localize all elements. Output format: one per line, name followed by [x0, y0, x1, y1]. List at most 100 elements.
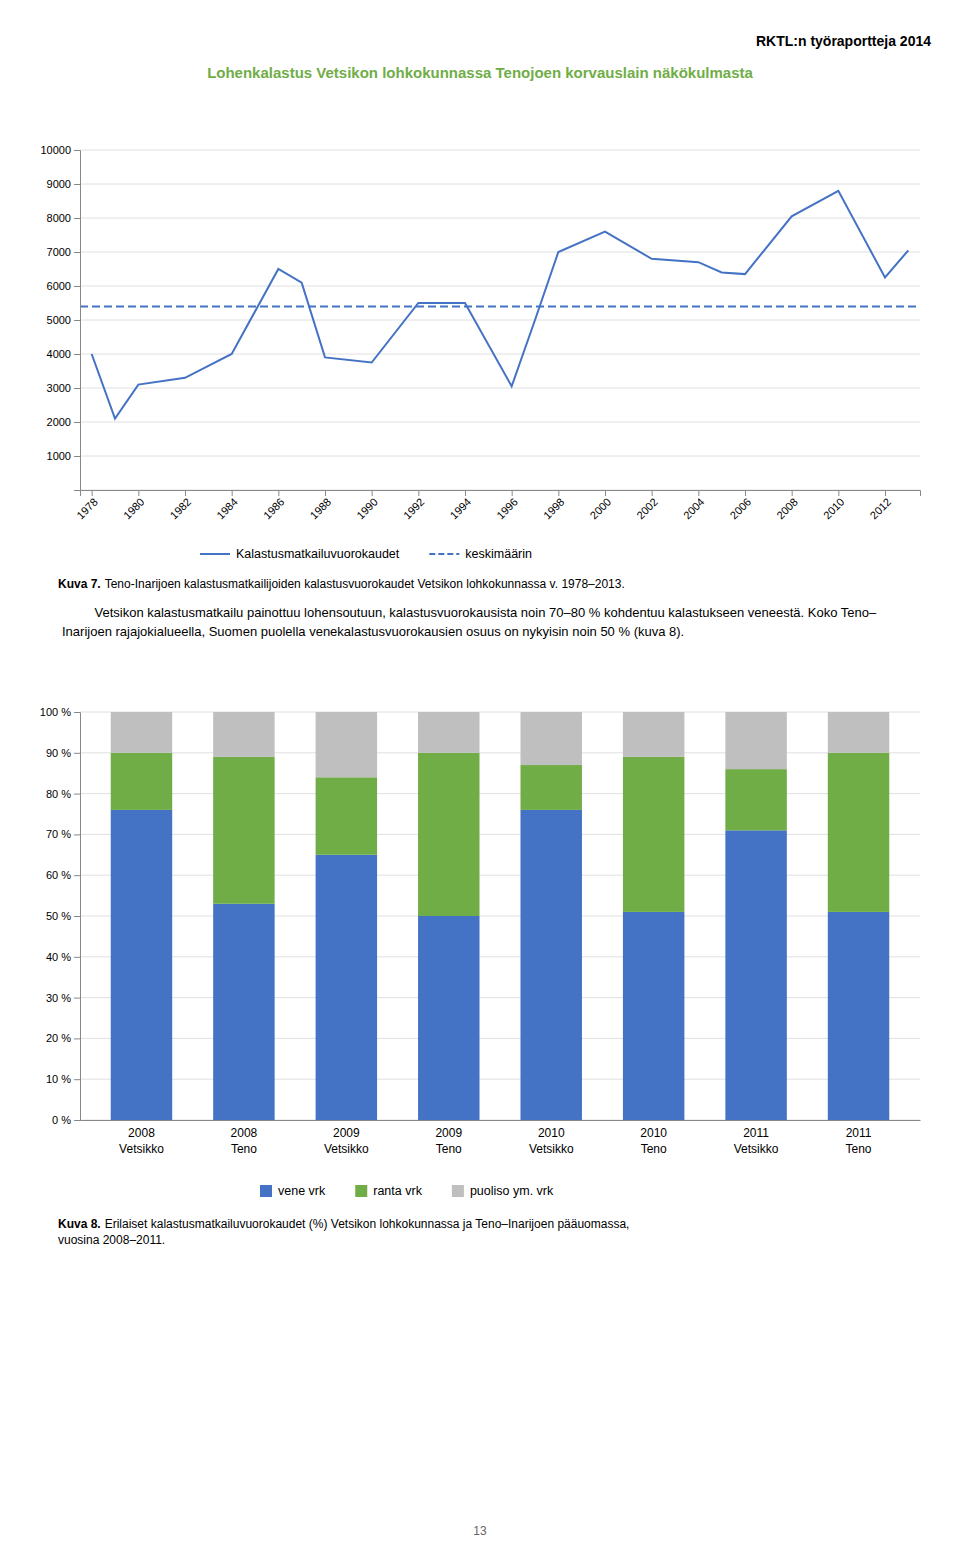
caption-label: Kuva 7. — [58, 577, 101, 591]
y-axis-tick: 80 % — [46, 788, 80, 800]
grid-line — [80, 793, 920, 794]
x-axis-tick: 1994 — [447, 490, 473, 521]
body-text: Vetsikon kalastusmatkailu painottuu lohe… — [62, 604, 902, 642]
x-tick-label-line: Teno — [436, 1142, 462, 1156]
x-tick: 2009Vetsikko — [324, 1120, 369, 1156]
bar — [418, 916, 479, 1120]
y-axis-tick-label: 8000 — [47, 212, 71, 224]
y-axis-line — [74, 151, 81, 491]
x-axis-tick-mark — [278, 490, 279, 496]
y-axis-tick: 2000 — [47, 416, 80, 428]
bar — [111, 712, 172, 753]
x-axis-tick-mark — [512, 490, 513, 496]
caption-text: Teno-Inarijoen kalastusmatkailijoiden ka… — [105, 577, 625, 591]
x-axis-tick-label: 1992 — [401, 496, 427, 522]
x-tick-label-line: 2008 — [231, 1126, 258, 1140]
x-axis-tick: 1992 — [401, 490, 427, 521]
grid-line — [80, 286, 920, 287]
x-axis-tick-label: 2012 — [867, 496, 893, 522]
legend-label: keskimäärin — [465, 547, 532, 561]
y-axis-tick: 10 % — [46, 1073, 80, 1085]
bar — [828, 753, 889, 912]
plot-area — [80, 191, 920, 419]
x-axis-tick: 2000 — [587, 490, 613, 521]
y-axis-tick: 1000 — [47, 450, 80, 462]
legend-item: Kalastusmatkailuvuorokaudet — [200, 547, 400, 561]
x-tick-label-line: Teno — [231, 1142, 257, 1156]
x-axis-tick-mark — [698, 490, 699, 496]
y-axis-tick-label: 90 % — [46, 747, 71, 759]
grid-line — [80, 422, 920, 423]
x-tick: 2011Teno — [846, 1120, 872, 1156]
legend: vene vrkranta vrkpuoliso ym. vrk — [260, 1184, 554, 1198]
legend-item: puoliso ym. vrk — [452, 1184, 554, 1198]
x-axis-tick-mark — [885, 490, 886, 496]
y-axis-tick-mark — [74, 388, 80, 389]
y-axis-tick-mark — [74, 252, 80, 253]
legend-swatch — [200, 553, 230, 555]
x-tick-label-line: Vetsikko — [119, 1142, 164, 1156]
y-axis-tick: 40 % — [46, 951, 80, 963]
y-axis-tick: 7000 — [47, 246, 80, 258]
legend-label: puoliso ym. vrk — [470, 1184, 554, 1198]
bar — [111, 810, 172, 1120]
y-axis-tick-label: 6000 — [47, 280, 71, 292]
y-axis-tick-mark — [74, 998, 80, 999]
y-axis-tick: 90 % — [46, 747, 80, 759]
y-axis-tick-mark — [74, 712, 80, 713]
y-axis-tick: 60 % — [46, 869, 80, 881]
y-axis-tick-label: 9000 — [47, 178, 71, 190]
y-axis-tick-label: 60 % — [46, 869, 71, 881]
y-axis-tick-mark — [74, 320, 80, 321]
x-tick-label-line: 2009 — [435, 1126, 462, 1140]
bar — [520, 810, 581, 1120]
x-tick: 2010Teno — [640, 1120, 667, 1156]
y-axis-tick-label: 0 % — [52, 1114, 71, 1126]
grid-line — [80, 252, 920, 253]
grid-line — [80, 388, 920, 389]
y-axis-tick-mark — [74, 286, 80, 287]
legend-swatch — [260, 1185, 272, 1197]
chart: 1978198019821984198619881990199219941996… — [40, 144, 920, 561]
y-axis-tick-label: 50 % — [46, 910, 71, 922]
grid-line — [80, 320, 920, 321]
x-axis-tick-mark — [325, 490, 326, 496]
x-axis-tick-mark — [232, 490, 233, 496]
grid — [80, 150, 920, 490]
x-tick: 2008 Vetsikko — [119, 1120, 164, 1156]
bar — [520, 712, 581, 765]
y-axis-tick — [74, 490, 80, 491]
y-axis-tick: 30 % — [46, 992, 80, 1004]
grid-line — [80, 752, 920, 753]
y-axis-tick-label: 40 % — [46, 951, 71, 963]
grid-line — [80, 875, 920, 876]
legend: Kalastusmatkailuvuorokaudet keskimäärin — [200, 547, 532, 561]
x-tick-label-line: 2010 — [538, 1126, 565, 1140]
grid-line — [80, 150, 920, 151]
x-tick: 2009 Teno — [435, 1120, 462, 1156]
x-tick-label-line: 2008 — [128, 1126, 155, 1140]
x-tick-label: 2010 Vetsikko — [529, 1126, 574, 1156]
y-axis-tick-label: 2000 — [47, 416, 71, 428]
x-axis-tick-mark — [745, 490, 746, 496]
y-axis-tick-mark — [74, 875, 80, 876]
y-axis-tick-label: 70 % — [46, 828, 71, 840]
x-tick-label: 2011Vetsikko — [734, 1126, 779, 1156]
x-axis-tick: 1990 — [354, 490, 380, 521]
x-axis-tick-label: 1996 — [494, 496, 520, 522]
x-axis-tick-mark — [372, 490, 373, 496]
y-axis-tick-mark — [74, 916, 80, 917]
grid-line — [80, 1038, 920, 1039]
x-tick-label: 2011Teno — [846, 1126, 872, 1156]
x-axis-tick-label: 1998 — [541, 496, 567, 522]
grid-line — [80, 1120, 920, 1121]
x-axis-tick: 1978 — [74, 490, 100, 521]
x-tick-label-line: Vetsikko — [529, 1142, 574, 1156]
y-axis-tick: 5000 — [47, 314, 80, 326]
grid-line — [80, 456, 920, 457]
bar — [418, 753, 479, 916]
y-axis-tick-mark — [74, 1120, 80, 1121]
y-axis-tick-label: 30 % — [46, 992, 71, 1004]
y-axis-tick: 3000 — [47, 382, 80, 394]
y-axis-tick-label: 80 % — [46, 788, 71, 800]
